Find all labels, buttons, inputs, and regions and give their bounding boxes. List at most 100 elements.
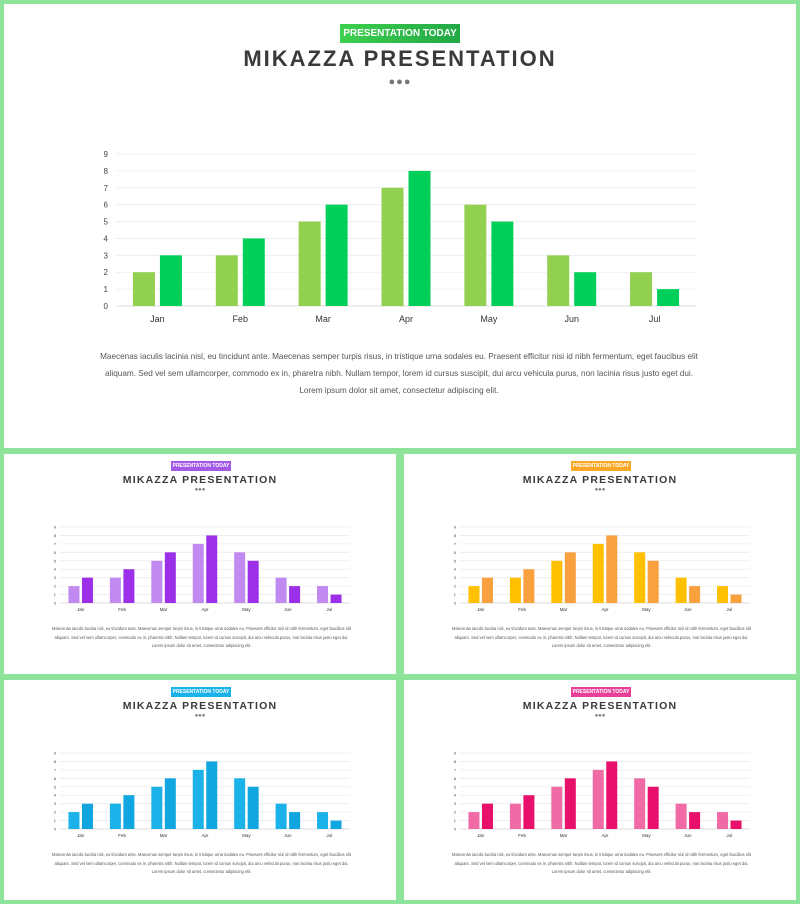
x-tick-label: Apr [399, 314, 413, 324]
slide-badge: PRESENTATION TODAY [171, 687, 231, 697]
slide-thumbnail-purple[interactable]: PRESENTATION TODAY MIKAZZA PRESENTATION … [4, 454, 396, 674]
y-tick-label: 2 [104, 268, 109, 277]
y-tick-label: 0 [454, 601, 457, 606]
dots-divider: ●●● [388, 76, 412, 88]
x-tick-label: Apr [601, 607, 609, 612]
slide-thumbnail-blue[interactable]: PRESENTATION TODAY MIKAZZA PRESENTATION … [4, 680, 396, 900]
bar [547, 255, 570, 306]
bar [275, 803, 287, 829]
y-tick-label: 4 [454, 567, 457, 572]
slide-thumbnail-pink[interactable]: PRESENTATION TODAY MIKAZZA PRESENTATION … [404, 680, 796, 900]
x-tick-label: Jan [77, 833, 85, 838]
bar [408, 170, 431, 306]
y-tick-label: 1 [54, 818, 57, 823]
x-tick-label: Jan [477, 833, 485, 838]
x-tick-label: Jul [326, 607, 332, 612]
y-tick-label: 9 [54, 751, 57, 756]
slide-thumbnail-orange[interactable]: PRESENTATION TODAY MIKAZZA PRESENTATION … [404, 454, 796, 674]
bar [151, 786, 163, 829]
y-tick-label: 7 [454, 541, 457, 546]
bar [234, 552, 246, 603]
bar [381, 187, 404, 306]
x-tick-label: Apr [201, 607, 209, 612]
x-tick-label: Apr [601, 833, 609, 838]
y-tick-label: 6 [454, 550, 457, 555]
bar [630, 272, 653, 306]
bar [123, 569, 135, 603]
x-tick-label: Jul [326, 833, 332, 838]
x-tick-label: Jun [684, 607, 692, 612]
bar [509, 803, 521, 829]
description-text: Maecenas iaculis lacinia nisl, eu tincid… [100, 352, 698, 395]
bar [234, 778, 246, 829]
y-tick-label: 3 [54, 575, 57, 580]
y-tick-label: 1 [454, 818, 457, 823]
x-tick-label: Feb [118, 833, 126, 838]
bar [551, 786, 563, 829]
bar [689, 586, 701, 603]
y-tick-label: 8 [454, 759, 457, 764]
y-tick-label: 2 [454, 810, 457, 815]
description-text: Maecenas iaculis lacinia nisl, eu tincid… [452, 626, 751, 648]
bar [247, 560, 259, 603]
y-tick-label: 3 [454, 801, 457, 806]
y-tick-label: 6 [54, 550, 57, 555]
bar [523, 795, 535, 829]
bar [68, 586, 80, 603]
y-tick-label: 9 [454, 525, 457, 530]
y-tick-label: 8 [104, 167, 109, 176]
x-tick-label: May [480, 314, 498, 324]
x-tick-label: Mar [160, 607, 168, 612]
bar [275, 577, 287, 603]
y-tick-label: 5 [454, 558, 457, 563]
x-tick-label: May [242, 607, 251, 612]
bar [564, 778, 576, 829]
y-tick-label: 4 [104, 234, 109, 243]
y-tick-label: 8 [54, 759, 57, 764]
y-tick-label: 3 [104, 251, 109, 260]
bar [68, 812, 80, 829]
slide-title: MIKAZZA PRESENTATION [243, 46, 557, 71]
y-tick-label: 4 [54, 567, 57, 572]
y-tick-label: 2 [454, 584, 457, 589]
bar [634, 552, 646, 603]
y-tick-label: 5 [54, 558, 57, 563]
y-tick-label: 8 [54, 533, 57, 538]
x-tick-label: Jan [77, 607, 85, 612]
x-tick-label: Feb [118, 607, 126, 612]
bar [192, 543, 204, 603]
bar [151, 560, 163, 603]
bar [592, 769, 604, 829]
bar [317, 812, 329, 829]
y-tick-label: 7 [54, 541, 57, 546]
bar [717, 586, 729, 603]
bar [675, 577, 687, 603]
dots-divider: ●●● [594, 487, 606, 493]
y-tick-label: 6 [54, 776, 57, 781]
x-tick-label: Jun [284, 833, 292, 838]
x-tick-label: Jul [726, 833, 732, 838]
bar [192, 769, 204, 829]
bar-chart: 0 1 2 3 4 5 6 7 8 9 Jan Feb Mar Apr May Jun Jul [454, 525, 750, 612]
slide-badge: PRESENTATION TODAY [340, 24, 460, 43]
bar [564, 552, 576, 603]
x-tick-label: Feb [233, 314, 249, 324]
bar [634, 778, 646, 829]
bar [657, 289, 680, 306]
bar-chart: 0 1 2 3 4 5 6 7 8 9 Jan Feb Mar Apr May Jun Jul [454, 751, 750, 838]
bar [730, 820, 742, 829]
slide-badge: PRESENTATION TODAY [571, 687, 631, 697]
bar [242, 238, 265, 306]
main-slide[interactable]: PRESENTATION TODAY MIKAZZA PRESENTATION … [4, 4, 796, 448]
bar [689, 812, 701, 829]
y-tick-label: 7 [54, 767, 57, 772]
bar [81, 577, 93, 603]
bar-chart: 0 1 2 3 4 5 6 7 8 9 Jan Feb Mar Apr May Jun Jul [54, 525, 350, 612]
x-tick-label: Jan [477, 607, 485, 612]
y-tick-label: 2 [54, 810, 57, 815]
bar [289, 812, 301, 829]
slide-title: MIKAZZA PRESENTATION [122, 474, 278, 486]
y-tick-label: 1 [454, 592, 457, 597]
bar [730, 594, 742, 603]
bar [606, 535, 618, 603]
